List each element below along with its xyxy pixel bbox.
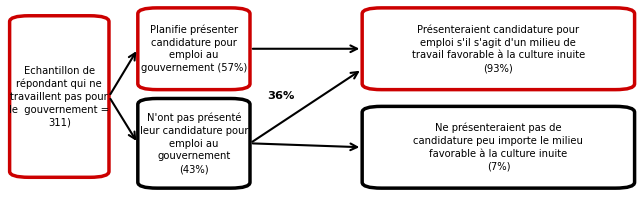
Text: N'ont pas présenté
leur candidature pour
emploi au
gouvernement
(43%): N'ont pas présenté leur candidature pour… bbox=[140, 112, 248, 174]
Text: Ne présenteraient pas de
candidature peu importe le milieu
favorable à la cultur: Ne présenteraient pas de candidature peu… bbox=[413, 123, 583, 172]
FancyBboxPatch shape bbox=[362, 106, 635, 188]
Text: Echantillon de
répondant qui ne
travaillent pas pour
le  gouvernement =
311): Echantillon de répondant qui ne travaill… bbox=[9, 66, 110, 127]
FancyBboxPatch shape bbox=[138, 98, 250, 188]
FancyBboxPatch shape bbox=[10, 16, 109, 177]
Text: Planifie présenter
candidature pour
emploi au
gouvernement (57%): Planifie présenter candidature pour empl… bbox=[141, 24, 247, 73]
FancyBboxPatch shape bbox=[138, 8, 250, 90]
FancyBboxPatch shape bbox=[362, 8, 635, 90]
Text: 36%: 36% bbox=[267, 91, 294, 101]
Text: Présenteraient candidature pour
emploi s'il s'agit d'un milieu de
travail favora: Présenteraient candidature pour emploi s… bbox=[412, 24, 585, 73]
